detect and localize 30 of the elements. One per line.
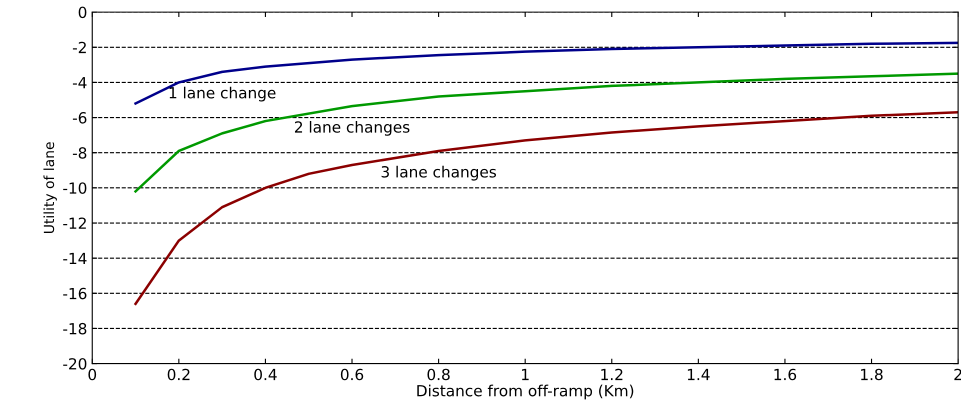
series-label: 3 lane changes	[382, 166, 496, 181]
line-series	[134, 42, 958, 105]
x-tick-label: 0.4	[254, 368, 277, 380]
series-label: 2 lane changes	[294, 120, 410, 136]
x-tick-label: 0.6	[340, 368, 364, 380]
x-tick-label: 1.4	[688, 368, 710, 380]
x-tick-label: 1.6	[774, 368, 796, 380]
x-tick-label: 0	[88, 368, 96, 380]
x-tick-label: 2	[954, 368, 961, 380]
x-tick-label: 1	[522, 368, 529, 380]
y-tick-label: -4	[72, 77, 87, 88]
series-label: 1 lane change	[170, 86, 276, 102]
x-tick-label: 0.2	[168, 368, 190, 380]
y-tick-label: -18	[63, 322, 86, 334]
y-tick-label: -6	[72, 112, 86, 124]
y-tick-label: -16	[63, 288, 86, 300]
x-axis-title: Distance from off-ramp (Km)	[417, 384, 634, 400]
x-tick-label: 1.8	[861, 368, 883, 380]
y-tick-label: -10	[63, 182, 86, 194]
y-tick-label: -8	[72, 147, 86, 159]
line-series	[134, 111, 958, 306]
x-tick-label: 1.2	[601, 368, 622, 380]
y-axis-title: Utility of lane	[43, 142, 57, 234]
y-tick-label: -20	[63, 358, 86, 370]
y-tick-label: -14	[63, 252, 87, 264]
line-series	[134, 72, 958, 193]
y-tick-label: -12	[63, 217, 86, 229]
x-tick-label: 0.8	[427, 368, 450, 380]
y-tick-label: 0	[78, 6, 86, 18]
y-tick-label: -2	[72, 42, 86, 54]
